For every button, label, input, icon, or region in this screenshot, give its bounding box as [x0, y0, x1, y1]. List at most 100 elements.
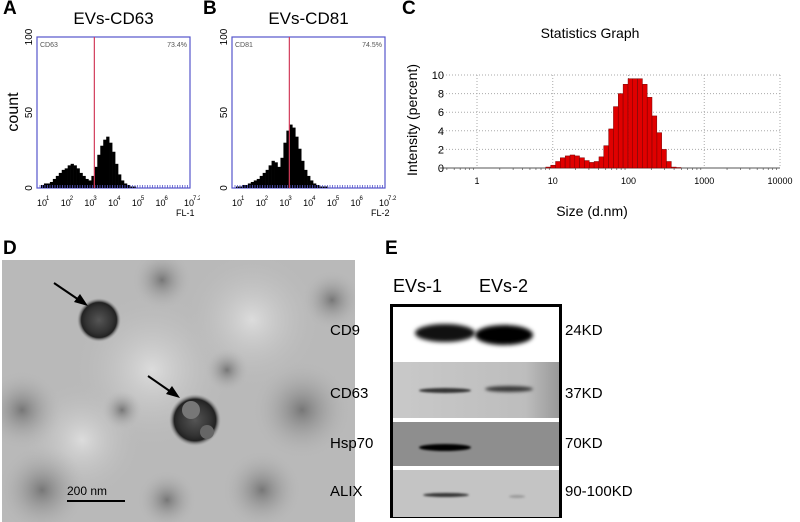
protein-label: Hsp70 — [330, 435, 374, 452]
molecular-weight-label: 37KD — [565, 385, 603, 402]
size-bar — [584, 160, 590, 169]
protein-label: CD63 — [330, 385, 369, 402]
x-tick-label: 10 — [351, 198, 361, 208]
x-tick-label: 10 — [232, 198, 242, 208]
x-tick-exponent: 7.2 — [193, 196, 200, 202]
molecular-weight-label: 90-100KD — [565, 483, 633, 500]
size-bar — [671, 166, 677, 169]
size-bar — [618, 93, 624, 169]
histogram-bar — [289, 124, 293, 188]
gate-percent: 74.5% — [362, 42, 382, 49]
histogram-bar — [307, 175, 311, 188]
histogram-bar — [106, 136, 110, 188]
x-tick-exponent: 6 — [360, 196, 364, 202]
lane-label: EVs-1 — [393, 276, 443, 296]
x-tick-label: 10 — [184, 198, 194, 208]
x-tick-label: 100 — [621, 176, 636, 186]
tem-image: 200 nm — [2, 260, 355, 522]
histogram-bar — [103, 139, 107, 188]
histogram-bar — [115, 163, 119, 188]
size-bar — [656, 132, 662, 169]
histogram-bar — [85, 178, 89, 188]
x-tick-label: 10 — [548, 176, 558, 186]
size-bar — [651, 115, 658, 169]
y-tick-label: 0 — [24, 185, 35, 191]
protein-label: CD9 — [330, 322, 361, 339]
y-tick-label: 0 — [438, 163, 444, 175]
histogram-bar — [109, 142, 113, 188]
vesicle — [77, 298, 121, 342]
tem-micrograph — [2, 260, 355, 522]
size-bar — [589, 162, 595, 169]
histogram-bar — [265, 169, 269, 188]
histogram-bar — [55, 175, 60, 188]
histogram-bar — [277, 166, 281, 188]
x-tick-label: 10 — [303, 198, 313, 208]
y-tick-label: 8 — [438, 89, 444, 101]
size-bar — [564, 155, 571, 169]
histogram-bar — [97, 154, 101, 188]
y-tick-label: 2 — [438, 144, 444, 156]
histogram-bar — [238, 186, 243, 188]
size-bar — [579, 157, 585, 169]
histogram-bar — [82, 175, 86, 188]
size-bar — [632, 78, 638, 169]
histogram-bar — [295, 136, 299, 188]
band — [415, 324, 475, 342]
x-tick-label: 1000 — [694, 176, 714, 186]
histogram-bar — [310, 180, 314, 188]
histogram-bar — [88, 180, 92, 188]
histogram-bar — [76, 168, 80, 188]
band — [475, 325, 533, 345]
plot-frame — [231, 36, 386, 189]
x-tick-label: 10000 — [767, 176, 792, 186]
histogram-bar — [100, 145, 104, 188]
histogram-bar — [274, 162, 278, 188]
size-bar — [555, 161, 561, 169]
histogram-bar — [321, 186, 326, 188]
chart-title: EVs-CD81 — [268, 9, 348, 28]
x-tick-label: 10 — [256, 198, 266, 208]
size-bar — [603, 145, 609, 169]
y-tick-label: 50 — [24, 107, 35, 119]
histogram-bar — [94, 166, 98, 188]
molecular-weight-label: 70KD — [565, 435, 603, 452]
x-tick-exponent: 1 — [241, 196, 245, 202]
size-distribution-chart: Statistics Graph 0 2 4 6 8 10 1 10 100 1000 10000 Si… — [404, 25, 793, 219]
histogram-bar — [259, 175, 263, 188]
size-bar — [608, 128, 614, 169]
x-tick-label: 10 — [379, 198, 389, 208]
panel-label-e: E — [385, 238, 398, 259]
size-bar — [550, 164, 556, 169]
size-bar — [646, 97, 653, 169]
arrow-icon — [53, 282, 88, 306]
size-bar — [545, 166, 551, 169]
blot-strip-hsp70 — [393, 421, 559, 466]
x-axis-label: Size (d.nm) — [556, 203, 628, 219]
histogram-bar — [64, 168, 68, 188]
x-axis-label: FL-2 — [371, 208, 390, 218]
size-bar — [622, 84, 629, 169]
panel-label-b: B — [203, 0, 217, 19]
scale-bar-label: 200 nm — [67, 484, 108, 498]
histogram-bar — [241, 184, 246, 188]
y-tick-label: 100 — [24, 28, 35, 45]
blot-strip-cd63 — [393, 362, 559, 418]
histogram-bar — [298, 148, 302, 188]
vesicle — [169, 394, 221, 446]
histogram-bar — [292, 127, 296, 188]
size-bar — [666, 161, 672, 169]
histogram-bar — [61, 169, 66, 188]
histogram-bar — [301, 160, 305, 188]
histogram-bar — [129, 186, 134, 188]
x-tick-label: 10 — [279, 198, 289, 208]
y-tick-label: 50 — [219, 107, 230, 119]
histogram-bar — [43, 183, 48, 188]
x-tick-exponent: 3 — [93, 196, 97, 202]
histogram-bar — [262, 172, 266, 188]
size-bar — [574, 155, 580, 169]
histogram-bar — [324, 186, 329, 188]
arrow-icon — [147, 375, 180, 398]
x-tick-label: 10 — [61, 198, 71, 208]
